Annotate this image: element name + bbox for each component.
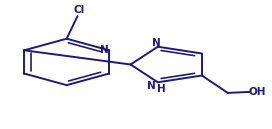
Text: N: N <box>147 81 156 91</box>
Text: OH: OH <box>249 87 266 97</box>
Text: Cl: Cl <box>73 5 85 15</box>
Text: N: N <box>152 38 161 48</box>
Text: N: N <box>100 45 109 55</box>
Text: H: H <box>157 84 165 94</box>
